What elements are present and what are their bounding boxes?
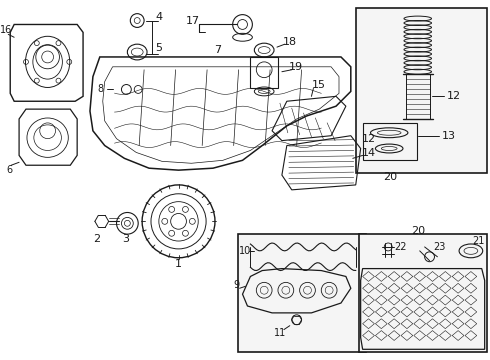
Text: 11: 11 [274,328,286,338]
Text: 9: 9 [234,280,240,290]
Text: 20: 20 [411,226,425,236]
Bar [356,8,487,173]
Text: 18: 18 [283,37,297,47]
Text: 2: 2 [93,234,100,244]
Text: 16: 16 [0,26,12,35]
Text: 17: 17 [186,15,200,26]
Text: 20: 20 [383,172,397,182]
Text: 5: 5 [155,43,162,53]
Text: 10: 10 [239,246,251,256]
Bar [250,57,278,89]
Text: 12: 12 [447,91,461,101]
Text: 14: 14 [362,148,376,158]
Text: 12: 12 [362,134,376,144]
Text: 22: 22 [394,242,406,252]
Text: 21: 21 [472,236,485,246]
Bar [359,234,487,352]
Text: 6: 6 [6,165,12,175]
Text: 1: 1 [175,259,182,269]
Text: 3: 3 [122,234,129,244]
Text: 15: 15 [312,80,326,90]
Text: 8: 8 [98,85,104,94]
Text: 23: 23 [433,242,445,252]
Text: 19: 19 [289,62,303,72]
Text: 13: 13 [442,131,456,141]
Text: 4: 4 [155,12,162,22]
Bar [363,123,417,160]
Text: 7: 7 [214,45,221,55]
Bar [238,234,366,352]
